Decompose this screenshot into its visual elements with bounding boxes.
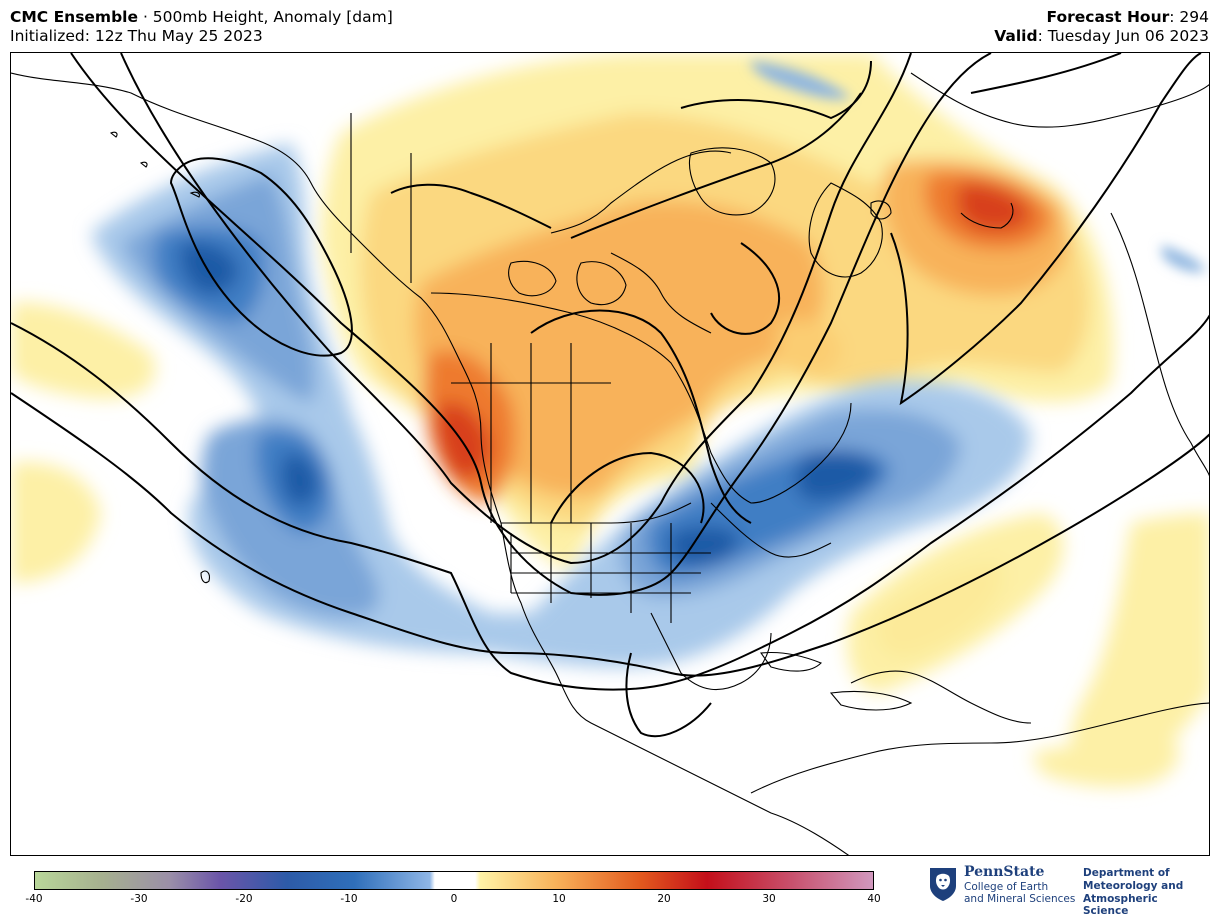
- colorbar-tick: -40: [25, 893, 43, 905]
- colorbar-tick: -10: [340, 893, 358, 905]
- colorbar-tick: 10: [552, 893, 566, 905]
- colorbar-tick: 20: [657, 893, 671, 905]
- coastlines-borders: [11, 72, 1209, 855]
- negative-anomaly-shading: [91, 61, 1206, 668]
- pennstate-name: PennState: [964, 864, 1045, 880]
- model-name: CMC Ensemble: [10, 8, 139, 26]
- colorbar-tick: 40: [867, 893, 881, 905]
- nittany-lion-shield-icon: [930, 868, 956, 901]
- college-line-1: College of Earth: [964, 881, 1049, 893]
- map-svg: [11, 53, 1209, 855]
- forecast-hour-line: Forecast Hour: 294: [994, 8, 1209, 27]
- initialized-text: Initialized: 12z Thu May 25 2023: [10, 27, 263, 45]
- valid-value: : Tuesday Jun 06 2023: [1037, 27, 1209, 45]
- department-line-3: Atmospheric Science: [1083, 893, 1158, 917]
- title-line: CMC Ensemble · 500mb Height, Anomaly [da…: [10, 8, 393, 27]
- forecast-hour-value: : 294: [1169, 8, 1209, 26]
- pennstate-logo[interactable]: PennState College of Earth and Mineral S…: [928, 864, 1198, 917]
- colorbar-svg: [35, 872, 873, 889]
- valid-label: Valid: [994, 27, 1038, 45]
- colorbar-tick: 30: [762, 893, 776, 905]
- colorbar-tick: -20: [235, 893, 253, 905]
- field-name: 500mb Height, Anomaly [dam]: [152, 8, 393, 26]
- height-contours: [11, 53, 1209, 738]
- header-left: CMC Ensemble · 500mb Height, Anomaly [da…: [10, 8, 393, 46]
- colorbar: [34, 871, 874, 890]
- header-right: Forecast Hour: 294 Valid: Tuesday Jun 06…: [994, 8, 1209, 46]
- colorbar-tick: 0: [450, 893, 458, 905]
- title-separator: ·: [138, 8, 153, 26]
- anomaly-map[interactable]: [10, 52, 1210, 856]
- forecast-hour-label: Forecast Hour: [1046, 8, 1170, 26]
- department-line-2: Meteorology and: [1083, 880, 1184, 892]
- colorbar-tick: -30: [130, 893, 148, 905]
- department-line-1: Department of: [1083, 867, 1170, 879]
- valid-line: Valid: Tuesday Jun 06 2023: [994, 27, 1209, 46]
- college-line-2: and Mineral Sciences: [964, 893, 1076, 905]
- positive-anomaly-shading: [11, 53, 1209, 788]
